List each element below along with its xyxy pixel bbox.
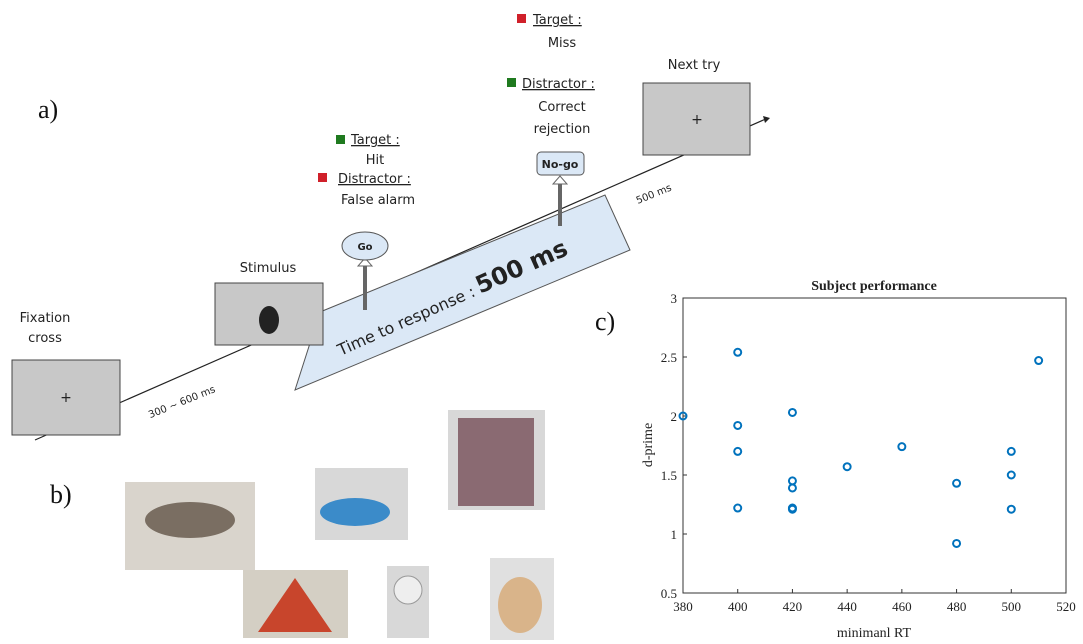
red-marker bbox=[517, 14, 526, 23]
x-tick-label: 460 bbox=[892, 599, 912, 614]
data-point bbox=[734, 349, 741, 356]
panel-label: a) bbox=[38, 95, 58, 124]
outcome-label: Target : bbox=[532, 13, 582, 28]
plot-frame bbox=[683, 298, 1066, 593]
stimulus-image bbox=[259, 306, 279, 334]
chart-title: Subject performance bbox=[811, 279, 937, 294]
cross: + bbox=[60, 390, 72, 406]
green-marker bbox=[336, 135, 345, 144]
data-point bbox=[789, 409, 796, 416]
outcome-result: Miss bbox=[548, 36, 577, 51]
outcome-result: False alarm bbox=[341, 193, 415, 208]
data-point bbox=[789, 484, 796, 491]
y-tick-label: 2 bbox=[671, 409, 678, 424]
outcome-result: rejection bbox=[534, 122, 591, 137]
x-tick-label: 500 bbox=[1002, 599, 1022, 614]
figure: Time to response : 500 ms + + Fixation c… bbox=[0, 0, 1083, 644]
fixation-label: Fixation bbox=[20, 311, 71, 326]
next-try-label: Next try bbox=[668, 58, 721, 73]
x-tick-label: 440 bbox=[837, 599, 857, 614]
outcome-label: Distractor : bbox=[338, 172, 411, 187]
y-axis-label: d-prime bbox=[641, 423, 656, 467]
x-tick-label: 520 bbox=[1056, 599, 1076, 614]
x-tick-label: 420 bbox=[783, 599, 803, 614]
interval-label: 300 ~ 600 ms bbox=[147, 384, 217, 421]
nogo-label: No-go bbox=[542, 158, 579, 171]
panel-label: c) bbox=[595, 307, 615, 336]
photo-content bbox=[320, 498, 390, 526]
y-tick-label: 2.5 bbox=[661, 350, 677, 365]
data-point bbox=[953, 480, 960, 487]
x-axis-label: minimanl RT bbox=[837, 626, 912, 641]
photo-content bbox=[498, 577, 542, 633]
data-point bbox=[953, 540, 960, 547]
outcome-label: Distractor : bbox=[522, 77, 595, 92]
data-point bbox=[898, 443, 905, 450]
outcome-result: Hit bbox=[366, 153, 384, 168]
green-marker bbox=[507, 78, 516, 87]
cross: + bbox=[691, 112, 703, 128]
y-tick-label: 0.5 bbox=[661, 586, 677, 601]
y-tick-label: 1.5 bbox=[661, 468, 677, 483]
red-marker bbox=[318, 173, 327, 182]
data-point bbox=[1035, 357, 1042, 364]
photo-content bbox=[458, 418, 534, 506]
go-label: Go bbox=[357, 242, 372, 253]
stimulus-label: Stimulus bbox=[240, 261, 297, 276]
data-point bbox=[1008, 448, 1015, 455]
data-point bbox=[734, 422, 741, 429]
y-tick-label: 1 bbox=[671, 527, 678, 542]
photo-content bbox=[394, 576, 422, 604]
fixation-label: cross bbox=[28, 331, 62, 346]
nogo-arrow-head bbox=[553, 176, 567, 184]
data-point bbox=[1008, 472, 1015, 479]
panel-label: b) bbox=[50, 480, 72, 509]
y-tick-label: 3 bbox=[671, 291, 678, 306]
photo-content bbox=[145, 502, 235, 538]
x-tick-label: 380 bbox=[673, 599, 693, 614]
scatter-chart: Subject performance minimanl RT d-prime … bbox=[641, 279, 1076, 641]
interval-label: 500 ms bbox=[635, 183, 674, 207]
data-point bbox=[844, 463, 851, 470]
data-point bbox=[1008, 506, 1015, 513]
x-tick-label: 480 bbox=[947, 599, 967, 614]
data-point bbox=[734, 505, 741, 512]
outcome-label: Target : bbox=[350, 133, 400, 148]
data-point bbox=[789, 477, 796, 484]
outcome-result: Correct bbox=[538, 100, 585, 115]
timeline-arrow bbox=[763, 116, 770, 123]
x-tick-label: 400 bbox=[728, 599, 748, 614]
data-point bbox=[734, 448, 741, 455]
